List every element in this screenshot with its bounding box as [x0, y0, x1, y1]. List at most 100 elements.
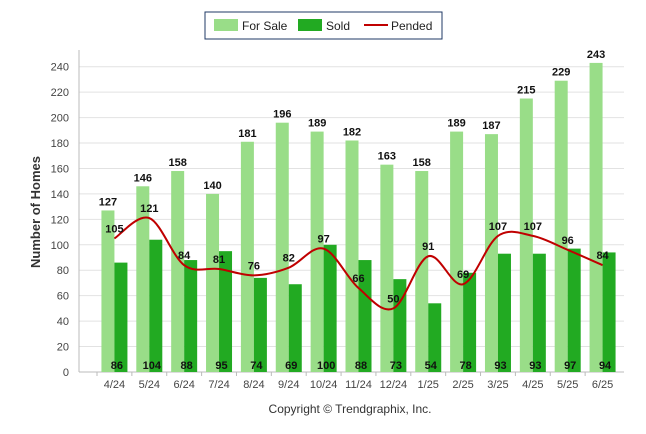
legend-swatch-sold [298, 19, 322, 31]
bar-for-sale [380, 164, 394, 372]
y-tick-label: 20 [57, 342, 69, 354]
label-sold: 74 [250, 360, 263, 372]
bar-for-sale [484, 134, 498, 372]
label-for-sale: 229 [552, 67, 570, 79]
legend: For Sale Sold Pended [204, 11, 443, 40]
label-sold: 100 [317, 360, 335, 372]
x-tick-label: 3/25 [487, 379, 508, 391]
y-tick-label: 120 [51, 214, 69, 226]
label-for-sale: 196 [273, 109, 291, 121]
y-tick-label: 80 [57, 265, 69, 277]
bars [101, 62, 616, 373]
label-sold: 104 [143, 360, 162, 372]
bar-for-sale [171, 171, 185, 372]
x-tick-label: 11/24 [345, 379, 372, 391]
legend-label-pended: Pended [391, 19, 432, 33]
bar-sold [463, 272, 477, 372]
bar-for-sale [310, 131, 324, 372]
pended-line-path [113, 216, 603, 311]
y-tick-label: 140 [51, 189, 69, 201]
label-sold: 94 [599, 360, 612, 372]
bar-sold [253, 277, 267, 372]
x-tick-label: 10/24 [310, 379, 338, 391]
bar-sold [149, 239, 163, 372]
label-pended: 69 [457, 269, 469, 281]
y-tick-label: 40 [57, 316, 69, 328]
bar-sold [393, 279, 407, 372]
pended-line [113, 216, 603, 311]
bar-for-sale [554, 80, 568, 372]
label-pended: 82 [283, 253, 295, 265]
x-tick-label: 9/24 [278, 379, 299, 391]
bar-sold [532, 253, 546, 372]
label-pended: 97 [318, 234, 330, 246]
y-tick-label: 160 [51, 163, 69, 175]
label-for-sale: 158 [413, 157, 431, 169]
label-for-sale: 215 [517, 85, 535, 97]
x-tick-label: 8/24 [243, 379, 264, 391]
bar-sold [428, 303, 442, 372]
label-pended: 81 [213, 254, 225, 266]
label-for-sale: 189 [447, 118, 465, 130]
bar-for-sale [450, 131, 464, 372]
label-pended: 96 [562, 235, 574, 247]
legend-label-sold: Sold [326, 19, 350, 33]
legend-box [204, 11, 443, 40]
x-axis-ticks: 4/24 5/24 6/24 7/24 8/24 9/24 10/24 11/24 12/24 1… [96, 372, 613, 391]
bar-for-sale [589, 62, 603, 373]
label-sold: 73 [390, 360, 402, 372]
label-pended: 91 [422, 241, 434, 253]
label-pended: 107 [489, 221, 507, 233]
y-tick-label: 200 [51, 113, 69, 125]
bar-sold [497, 253, 511, 372]
label-pended: 121 [140, 203, 158, 215]
bar-sold [184, 260, 198, 372]
bar-for-sale [275, 122, 289, 372]
y-tick-label: 100 [51, 240, 69, 252]
bar-for-sale [415, 171, 429, 372]
bar-sold [288, 284, 302, 372]
bar-for-sale [136, 186, 150, 372]
label-sold: 86 [111, 360, 123, 372]
y-tick-label: 240 [51, 62, 69, 74]
label-sold: 93 [529, 360, 541, 372]
bar-for-sale [345, 140, 359, 372]
bar-for-sale [206, 193, 220, 372]
y-tick-label: 60 [57, 291, 69, 303]
x-tick-label: 4/24 [104, 379, 125, 391]
bar-for-sale [101, 210, 115, 372]
bar-sold [602, 252, 616, 372]
label-pended: 84 [596, 250, 609, 262]
x-tick-label: 12/24 [380, 379, 408, 391]
label-pended: 107 [524, 221, 542, 233]
label-for-sale: 181 [238, 128, 256, 140]
x-tick-label: 5/24 [139, 379, 160, 391]
label-for-sale: 189 [308, 118, 326, 130]
label-sold: 54 [425, 360, 438, 372]
x-tick-label: 4/25 [522, 379, 543, 391]
label-for-sale: 163 [378, 151, 396, 163]
x-tick-label: 5/25 [557, 379, 578, 391]
label-sold: 93 [494, 360, 506, 372]
label-sold: 69 [285, 360, 297, 372]
bar-sold [323, 244, 337, 372]
label-for-sale: 127 [99, 196, 117, 208]
label-sold: 88 [355, 360, 367, 372]
copyright-footer: Copyright © Trendgraphix, Inc. [269, 402, 432, 416]
label-pended: 76 [248, 260, 260, 272]
data-labels: 127 86 146 104 158 88 140 95 181 74 196 69 189 100 182… [99, 49, 612, 372]
label-sold: 78 [459, 360, 471, 372]
bar-for-sale [240, 141, 254, 372]
label-pended: 50 [387, 293, 399, 305]
label-for-sale: 140 [203, 180, 221, 192]
label-sold: 95 [215, 360, 227, 372]
x-tick-label: 2/25 [452, 379, 473, 391]
label-for-sale: 243 [587, 49, 605, 61]
bar-sold [219, 251, 233, 372]
y-tick-label: 180 [51, 138, 69, 150]
label-for-sale: 158 [168, 157, 186, 169]
x-tick-label: 1/25 [418, 379, 439, 391]
label-for-sale: 187 [482, 120, 500, 132]
bar-sold [358, 260, 372, 372]
